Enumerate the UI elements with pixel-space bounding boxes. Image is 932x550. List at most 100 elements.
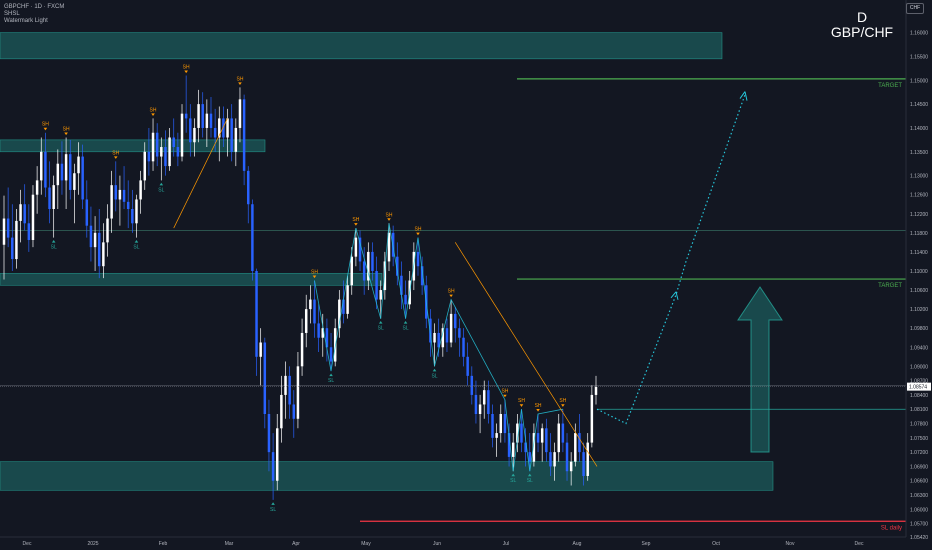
- candle: [280, 375, 283, 443]
- candle-body: [131, 209, 134, 224]
- indicator-line[interactable]: SHSL: [4, 11, 20, 17]
- candle-body: [218, 118, 221, 138]
- candle: [114, 161, 118, 212]
- price-tick-label: 1.08700: [910, 379, 928, 385]
- candle-body: [89, 225, 93, 248]
- candle: [557, 414, 560, 462]
- candle-body: [160, 147, 163, 157]
- price-tick-label: 1.05420: [910, 535, 928, 541]
- candle: [151, 118, 155, 171]
- candle: [155, 123, 159, 167]
- swing-high-marker: [354, 223, 358, 226]
- candle-body: [325, 328, 329, 348]
- price-tick-label: 1.12200: [910, 212, 928, 218]
- candle-body: [449, 313, 453, 343]
- candle-body: [139, 180, 142, 200]
- candle-body: [503, 414, 507, 434]
- candle-body: [114, 185, 118, 200]
- price-tick-label: 1.09000: [910, 364, 928, 370]
- candle: [168, 127, 171, 171]
- candle: [474, 380, 478, 424]
- candle: [482, 380, 486, 419]
- price-axis[interactable]: 1.16000 1.15500 1.15000 1.14500 1.14000 1.135…: [905, 0, 932, 550]
- candle: [110, 170, 113, 233]
- candle-body: [511, 442, 515, 457]
- candle-body: [255, 270, 258, 357]
- candle-body: [60, 163, 64, 181]
- swing-high-label: SH: [112, 150, 119, 156]
- candle: [2, 195, 6, 280]
- time-tick-label: Jul: [503, 541, 509, 547]
- price-axis-background: [906, 0, 932, 550]
- candle-body: [499, 414, 503, 434]
- candle: [255, 268, 258, 376]
- bullish-arrow: [737, 286, 783, 453]
- swing-high-marker: [519, 404, 524, 407]
- projection-path: [596, 94, 746, 425]
- candle-body: [147, 151, 151, 162]
- candle-body: [222, 118, 225, 138]
- time-tick-label: Feb: [159, 541, 168, 547]
- time-axis[interactable]: Dec 2025 Feb Mar Apr May Jun Jul Aug Sep Oct Nov Dec: [0, 536, 906, 547]
- watermark-line[interactable]: Watermark Light: [4, 18, 48, 24]
- last-price-tag[interactable]: [907, 382, 931, 391]
- currency-button[interactable]: CHF: [906, 3, 924, 14]
- candle: [375, 256, 378, 310]
- price-tick-label: 1.09400: [910, 345, 928, 351]
- candle: [495, 423, 498, 457]
- candle-body: [176, 147, 180, 157]
- candle: [503, 399, 507, 443]
- candle: [586, 433, 589, 481]
- swing-low-marker: [329, 373, 333, 377]
- candle-body: [400, 275, 403, 295]
- candle: [354, 228, 358, 267]
- candle: [201, 92, 204, 138]
- price-tick-label: 1.12600: [910, 193, 928, 199]
- candle: [540, 423, 544, 462]
- candle: [118, 175, 122, 226]
- candle-body: [574, 433, 577, 462]
- candle-body: [118, 189, 122, 200]
- candle: [35, 166, 39, 214]
- candle: [338, 290, 341, 338]
- candle: [234, 118, 238, 167]
- candle-body: [569, 461, 573, 472]
- candle: [44, 132, 47, 198]
- candle: [251, 199, 254, 281]
- candle: [524, 428, 527, 467]
- candle-body: [48, 187, 51, 209]
- candle: [528, 433, 532, 472]
- swing-low-marker: [511, 473, 516, 477]
- candle: [325, 318, 329, 362]
- candle-body: [441, 328, 445, 348]
- candle-body: [586, 442, 589, 476]
- swing-high-marker: [113, 156, 118, 159]
- candle: [15, 209, 18, 269]
- price-tick-label: 1.05700: [910, 522, 928, 528]
- candle-body: [540, 428, 544, 443]
- candle-body: [275, 428, 279, 481]
- swing-low-marker: [527, 473, 532, 477]
- candle-body: [23, 204, 26, 224]
- candle: [263, 337, 267, 429]
- swing-low-label: SL: [158, 187, 164, 193]
- candle: [466, 342, 469, 386]
- candle-body: [168, 137, 171, 167]
- watermark-pair: GBP/CHF: [830, 24, 894, 40]
- candle-body: [263, 342, 267, 414]
- candle-body: [296, 366, 300, 419]
- swing-high-label: SH: [352, 217, 359, 223]
- swing-high-marker: [184, 70, 188, 74]
- swing-low-label: SL: [510, 478, 516, 484]
- candle-body: [68, 154, 72, 190]
- candle-body: [367, 251, 370, 281]
- candle: [184, 75, 188, 133]
- candle: [11, 204, 14, 271]
- price-tick-label: 1.06900: [910, 464, 928, 470]
- candle: [93, 216, 97, 271]
- candle: [387, 223, 391, 271]
- candle: [574, 423, 577, 467]
- candle: [304, 294, 308, 348]
- candle-body: [545, 428, 548, 453]
